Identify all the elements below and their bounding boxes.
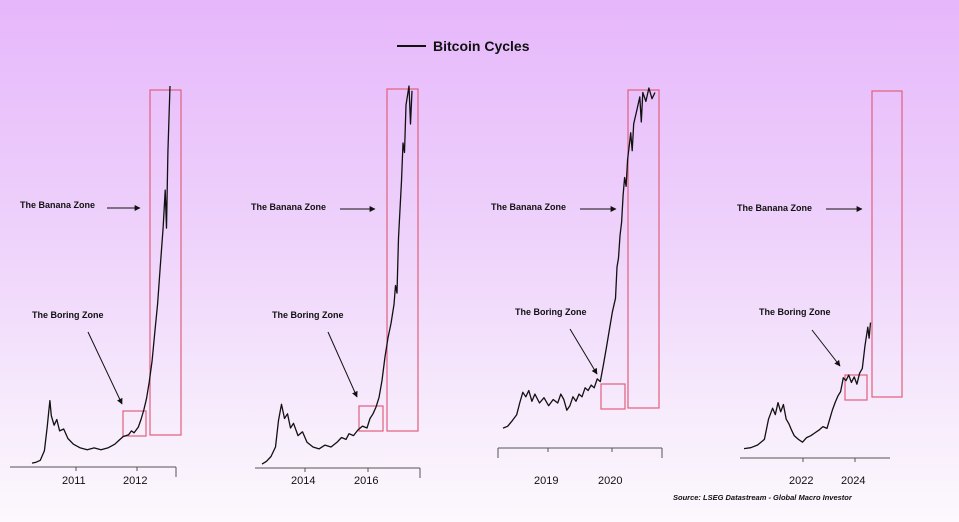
panel-2-banana-zone-label: The Banana Zone xyxy=(251,202,326,212)
panel-4-boring-zone-label: The Boring Zone xyxy=(759,307,831,317)
chart-title: Bitcoin Cycles xyxy=(433,38,530,54)
panel-1-banana-zone-box xyxy=(149,89,182,436)
panel-3-banana-zone-label: The Banana Zone xyxy=(491,202,566,212)
panel-2-boring-zone-box xyxy=(358,405,384,432)
panel-2-tick-label: 2014 xyxy=(291,475,315,487)
panel-4-banana-zone-box xyxy=(871,90,903,398)
panel-4-tick-label: 2024 xyxy=(841,475,865,487)
panel-1-boring-zone-arrow xyxy=(87,331,123,405)
panel-1-boring-zone-box xyxy=(122,410,147,437)
panel-4-price-line xyxy=(743,322,872,450)
panel-2-boring-zone-arrow xyxy=(327,331,358,398)
panel-2-banana-zone-box xyxy=(386,88,419,432)
panel-2-boring-zone-label: The Boring Zone xyxy=(272,310,344,320)
panel-1-banana-zone-label: The Banana Zone xyxy=(20,200,95,210)
panel-3-price-line xyxy=(502,87,656,429)
panel-1-price-line xyxy=(31,85,171,464)
source-note: Source: LSEG Datastream - Global Macro I… xyxy=(673,493,853,502)
panel-4-boring-zone-arrow xyxy=(811,329,841,367)
panel-3-boring-zone-box xyxy=(600,383,626,410)
panel-3-boring-zone-label: The Boring Zone xyxy=(515,307,587,317)
panel-4-boring-zone-box xyxy=(844,374,868,401)
panel-1-boring-zone-label: The Boring Zone xyxy=(32,310,104,320)
panel-3-banana-zone-box xyxy=(627,89,660,409)
panel-3-tick-label: 2020 xyxy=(598,475,622,487)
panel-2-price-line xyxy=(261,85,413,465)
panel-3-tick-label: 2019 xyxy=(534,475,558,487)
panel-3-boring-zone-arrow xyxy=(569,328,598,375)
panel-1-tick-label: 2011 xyxy=(62,475,86,487)
panel-4-tick-label: 2022 xyxy=(789,475,813,487)
panel-4-banana-zone-label: The Banana Zone xyxy=(737,203,812,213)
panel-2-tick-label: 2016 xyxy=(354,475,378,487)
panel-1-tick-label: 2012 xyxy=(123,475,147,487)
